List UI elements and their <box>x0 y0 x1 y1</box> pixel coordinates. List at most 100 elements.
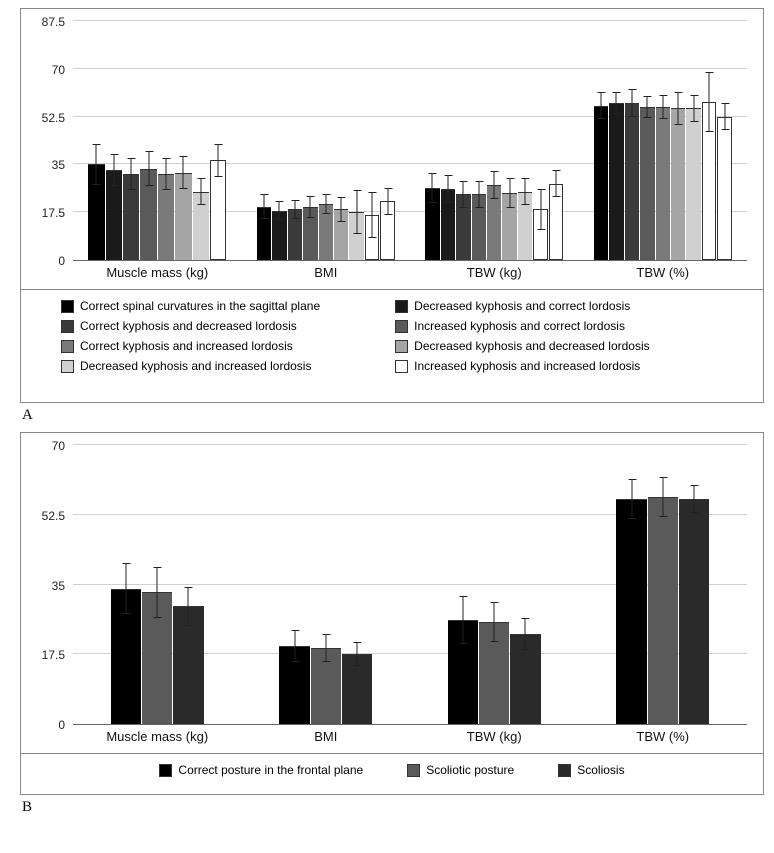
bar-group <box>257 201 395 260</box>
error-bar <box>693 485 694 513</box>
bar <box>510 634 540 724</box>
error-bar <box>294 200 295 219</box>
error-bar <box>126 563 127 615</box>
error-bar <box>294 630 295 662</box>
bar <box>279 646 309 724</box>
error-bar <box>494 602 495 642</box>
legend-label: Decreased kyphosis and correct lordosis <box>414 299 630 313</box>
bar-rect <box>616 499 646 724</box>
bar <box>173 606 203 724</box>
x-category-label: TBW (kg) <box>414 265 574 280</box>
legend-swatch <box>159 764 172 777</box>
bar <box>640 107 654 260</box>
error-bar <box>631 89 632 116</box>
bar <box>609 103 623 260</box>
bar <box>123 174 139 260</box>
legend-swatch <box>395 340 408 353</box>
legend-label: Correct posture in the frontal plane <box>178 763 363 777</box>
error-bar <box>96 144 97 185</box>
legend-swatch <box>395 360 408 373</box>
panel-a: 017.53552.57087.5 Muscle mass (kg)BMITBW… <box>20 8 764 403</box>
bar <box>272 211 286 260</box>
x-category-label: TBW (%) <box>583 265 743 280</box>
bar <box>533 209 547 260</box>
bar <box>502 193 516 260</box>
y-tick-label: 52.5 <box>21 111 65 125</box>
bar <box>717 117 731 260</box>
y-tick-label: 70 <box>21 63 65 77</box>
bar <box>288 209 302 260</box>
legend-swatch <box>61 300 74 313</box>
error-bar <box>325 634 326 662</box>
legend-swatch <box>407 764 420 777</box>
error-bar <box>662 477 663 517</box>
bar <box>441 189 455 260</box>
error-bar <box>709 72 710 132</box>
y-tick-label: 35 <box>21 579 65 593</box>
bar <box>342 654 372 724</box>
error-bar <box>616 92 617 114</box>
x-category-label: TBW (kg) <box>414 729 574 744</box>
bar <box>686 108 700 260</box>
chart-a: 017.53552.57087.5 Muscle mass (kg)BMITBW… <box>21 9 763 289</box>
bar <box>142 592 172 724</box>
legend-swatch <box>395 320 408 333</box>
gridline <box>73 20 747 21</box>
bar-rect <box>686 108 700 260</box>
bar <box>648 497 678 724</box>
x-category-label: TBW (%) <box>583 729 743 744</box>
x-category-label: BMI <box>246 265 406 280</box>
legend-item: Decreased kyphosis and increased lordosi… <box>61 356 395 376</box>
error-bar <box>647 96 648 118</box>
legend-label: Increased kyphosis and increased lordosi… <box>414 359 640 373</box>
legend-label: Scoliotic posture <box>426 763 514 777</box>
bar <box>671 108 685 260</box>
x-category-label: Muscle mass (kg) <box>77 729 237 744</box>
error-bar <box>356 190 357 234</box>
bar <box>380 201 394 260</box>
error-bar <box>387 188 388 215</box>
y-tick-label: 0 <box>21 718 65 732</box>
error-bar <box>724 103 725 130</box>
legend-label: Increased kyphosis and correct lordosis <box>414 319 625 333</box>
page: 017.53552.57087.5 Muscle mass (kg)BMITBW… <box>0 0 774 834</box>
chart-b: 017.53552.570 Muscle mass (kg)BMITBW (kg… <box>21 433 763 753</box>
legend-item: Decreased kyphosis and decreased lordosi… <box>395 336 729 356</box>
bar <box>365 215 379 260</box>
error-bar <box>157 567 158 619</box>
error-bar <box>183 156 184 189</box>
error-bar <box>148 151 149 187</box>
bar-group <box>111 589 204 725</box>
bar <box>106 170 122 260</box>
bar <box>303 207 317 260</box>
chart-a-plot <box>73 21 747 261</box>
y-tick-label: 17.5 <box>21 206 65 220</box>
error-bar <box>310 196 311 218</box>
error-bar <box>356 642 357 666</box>
chart-b-plot <box>73 445 747 725</box>
legend-item: Increased kyphosis and increased lordosi… <box>395 356 729 376</box>
error-bar <box>131 158 132 191</box>
bar <box>319 204 333 260</box>
bar <box>311 648 341 724</box>
bar <box>487 185 501 260</box>
legend-item: Scoliotic posture <box>385 760 536 780</box>
bar <box>210 160 226 260</box>
bar-rect <box>717 117 731 260</box>
y-tick-label: 70 <box>21 439 65 453</box>
bar-group <box>594 102 732 260</box>
bar-group <box>616 497 709 724</box>
legend-label: Decreased kyphosis and decreased lordosi… <box>414 339 649 353</box>
legend-label: Scoliosis <box>577 763 624 777</box>
y-tick-label: 17.5 <box>21 648 65 662</box>
bar <box>425 188 439 260</box>
chart-b-xaxis: Muscle mass (kg)BMITBW (kg)TBW (%) <box>73 729 747 749</box>
chart-a-legend: Correct spinal curvatures in the sagitta… <box>21 289 763 384</box>
legend-item: Decreased kyphosis and correct lordosis <box>395 296 729 316</box>
error-bar <box>165 158 166 191</box>
error-bar <box>341 197 342 222</box>
bar-rect <box>594 106 608 260</box>
error-bar <box>279 201 280 220</box>
y-tick-label: 35 <box>21 158 65 172</box>
error-bar <box>556 170 557 197</box>
